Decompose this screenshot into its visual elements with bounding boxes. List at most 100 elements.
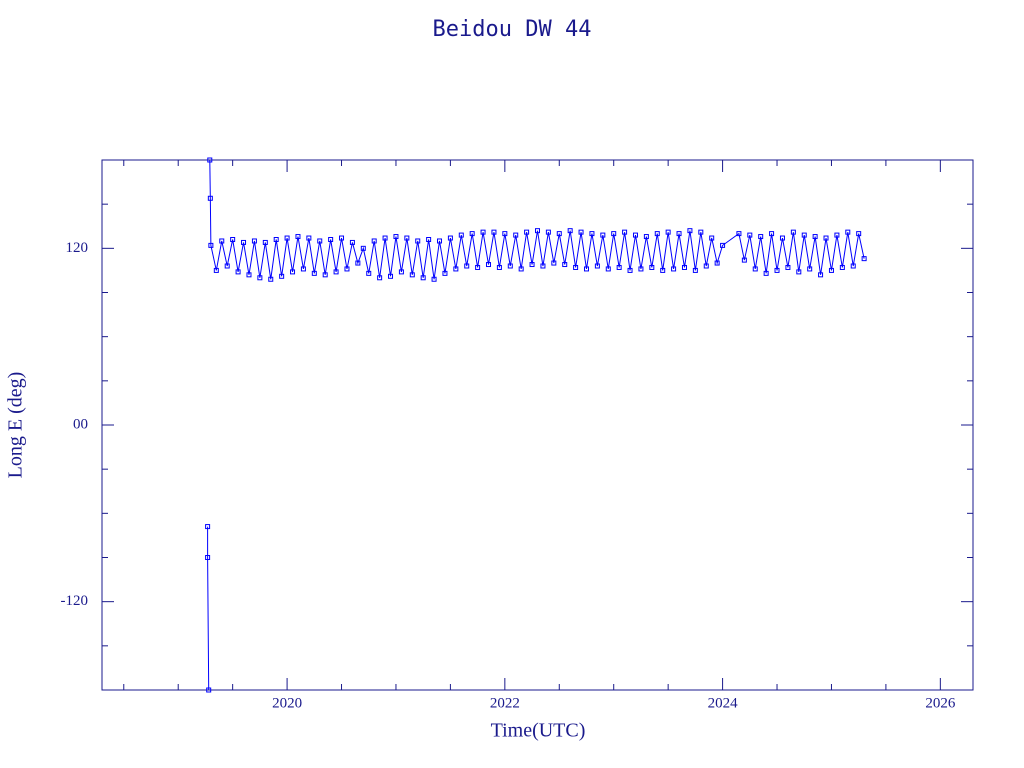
data-point	[573, 264, 579, 270]
data-point	[649, 264, 655, 270]
data-point	[583, 266, 589, 272]
data-point	[205, 524, 211, 530]
data-point	[698, 229, 704, 235]
data-point	[671, 266, 677, 272]
data-point	[366, 270, 372, 276]
data-point	[758, 234, 764, 240]
data-point	[774, 267, 780, 273]
data-point	[796, 269, 802, 275]
data-point	[578, 229, 584, 235]
y-tick-label: 00	[73, 416, 88, 432]
data-point	[262, 239, 268, 245]
x-tick-label: 2020	[272, 695, 302, 711]
data-point	[339, 235, 345, 241]
data-point	[507, 263, 513, 269]
data-point	[627, 267, 633, 273]
data-point	[491, 229, 497, 235]
data-point	[643, 234, 649, 240]
data-point	[300, 266, 306, 272]
data-point	[747, 232, 753, 238]
data-point	[850, 263, 856, 269]
data-point	[551, 260, 557, 266]
data-point	[415, 238, 421, 244]
data-point	[207, 195, 213, 201]
data-point	[322, 272, 328, 278]
data-point	[812, 234, 818, 240]
data-point	[622, 229, 628, 235]
data-point	[290, 269, 296, 275]
data-point	[545, 229, 551, 235]
data-point	[224, 263, 230, 269]
data-point	[306, 235, 312, 241]
data-point	[205, 555, 211, 560]
data-point	[535, 228, 540, 234]
data-point	[398, 269, 404, 275]
data-point	[540, 263, 546, 269]
data-point	[807, 266, 813, 272]
data-point	[839, 264, 845, 270]
data-point	[437, 238, 443, 244]
data-point	[241, 239, 247, 245]
data-point	[409, 272, 415, 278]
data-point	[589, 231, 595, 237]
data-point	[442, 270, 448, 276]
data-point	[219, 238, 225, 244]
data-point	[605, 266, 611, 272]
data-point	[382, 235, 388, 241]
data-point	[524, 229, 530, 235]
data-point	[371, 238, 377, 244]
data-point	[355, 260, 361, 266]
data-point	[567, 228, 573, 234]
data-point	[513, 232, 519, 238]
data-point	[349, 239, 355, 245]
data-point	[377, 275, 383, 281]
data-point	[333, 269, 339, 275]
data-point	[687, 228, 693, 234]
data-point	[360, 245, 366, 251]
data-point	[295, 234, 301, 240]
data-point	[660, 267, 666, 273]
data-point	[284, 235, 290, 241]
data-point	[453, 266, 459, 272]
x-tick-label: 2026	[925, 695, 956, 711]
x-tick-label: 2024	[708, 695, 739, 711]
data-point	[790, 229, 796, 235]
data-point	[611, 231, 617, 237]
data-point	[665, 229, 671, 235]
data-point	[801, 232, 807, 238]
x-tick-label: 2022	[490, 695, 520, 711]
data-point	[208, 242, 214, 248]
data-point	[818, 272, 824, 278]
data-point	[741, 257, 747, 263]
data-point	[676, 231, 682, 237]
data-point	[529, 262, 535, 268]
data-point	[207, 157, 213, 163]
series-line	[207, 159, 865, 691]
data-point	[594, 263, 600, 269]
data-point	[273, 237, 279, 242]
data-point	[502, 231, 508, 237]
data-point	[431, 276, 437, 282]
data-point	[703, 263, 709, 269]
data-point	[763, 270, 769, 276]
data-point	[213, 267, 219, 273]
data-point	[714, 260, 720, 266]
data-point	[230, 237, 236, 242]
data-point	[257, 275, 263, 281]
data-point	[834, 232, 840, 238]
data-point	[828, 267, 834, 273]
data-point	[709, 235, 715, 241]
data-point	[845, 229, 851, 235]
y-axis-label: Long E (deg)	[5, 372, 27, 479]
data-point	[600, 232, 606, 238]
data-point	[447, 235, 453, 241]
data-point	[692, 267, 698, 273]
data-point	[720, 242, 726, 248]
data-point	[251, 238, 257, 244]
data-point	[769, 231, 775, 237]
data-point	[458, 232, 464, 238]
x-axis-label: Time(UTC)	[491, 720, 586, 742]
data-point	[279, 273, 285, 279]
